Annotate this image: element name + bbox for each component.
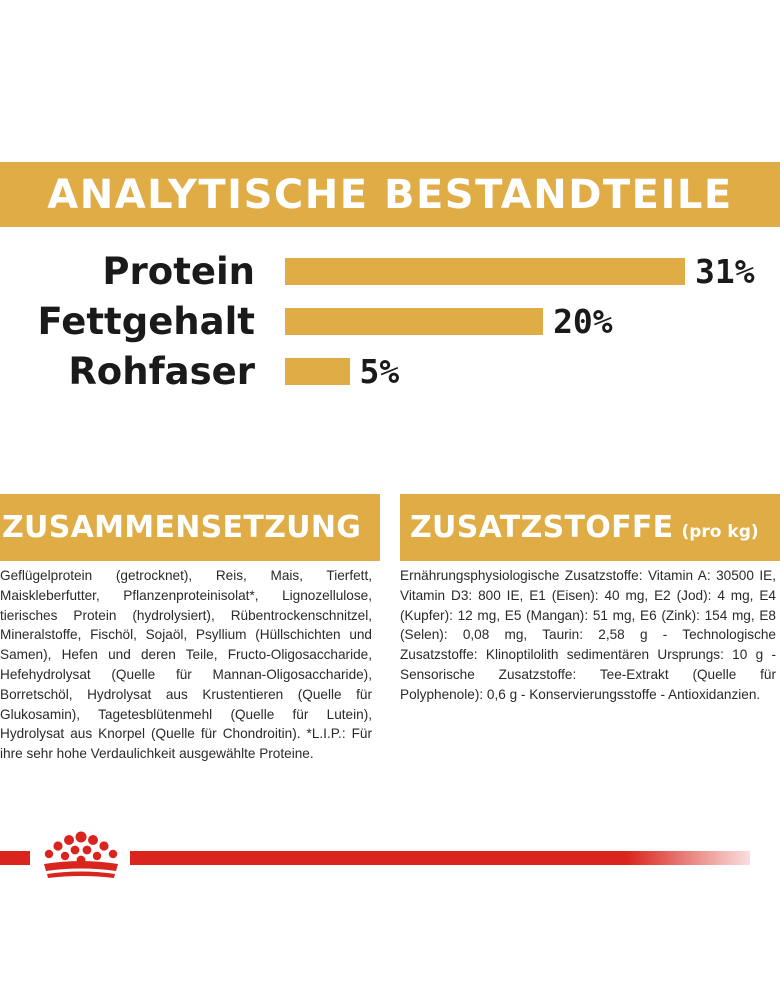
bar-value-label: 20% xyxy=(553,302,613,341)
composition-title: ZUSAMMENSETZUNG xyxy=(2,510,362,545)
bar-value-label: 5% xyxy=(359,352,400,391)
bar-label: Protein xyxy=(102,250,255,293)
composition-text: Geflügelprotein (getrocknet), Reis, Mais… xyxy=(0,568,372,762)
bar-fill xyxy=(285,258,685,285)
additives-header: ZUSATZSTOFFE (pro kg) xyxy=(400,494,780,561)
analytic-header-band: ANALYTISCHE BESTANDTEILE xyxy=(0,162,780,227)
footer-line-right xyxy=(130,851,750,865)
bar-label: Fettgehalt xyxy=(37,300,255,343)
bar-row: Protein 31% xyxy=(0,248,780,296)
additives-unit: (pro kg) xyxy=(681,521,759,542)
bar-row: Rohfaser 5% xyxy=(0,348,780,396)
additives-title: ZUSATZSTOFFE xyxy=(410,510,674,545)
bar-fill xyxy=(285,358,350,385)
bar-row: Fettgehalt 20% xyxy=(0,298,780,346)
composition-header: ZUSAMMENSETZUNG xyxy=(0,494,380,561)
additives-text: Ernährungsphysiologische Zusatzstoffe: V… xyxy=(400,568,776,702)
bar-fill xyxy=(285,308,544,335)
analytic-title: ANALYTISCHE BESTANDTEILE xyxy=(47,171,733,218)
bar-label: Rohfaser xyxy=(68,350,255,393)
royal-crown-icon xyxy=(44,831,118,878)
footer-line-left xyxy=(0,851,30,865)
bar-value-label: 31% xyxy=(695,252,755,291)
